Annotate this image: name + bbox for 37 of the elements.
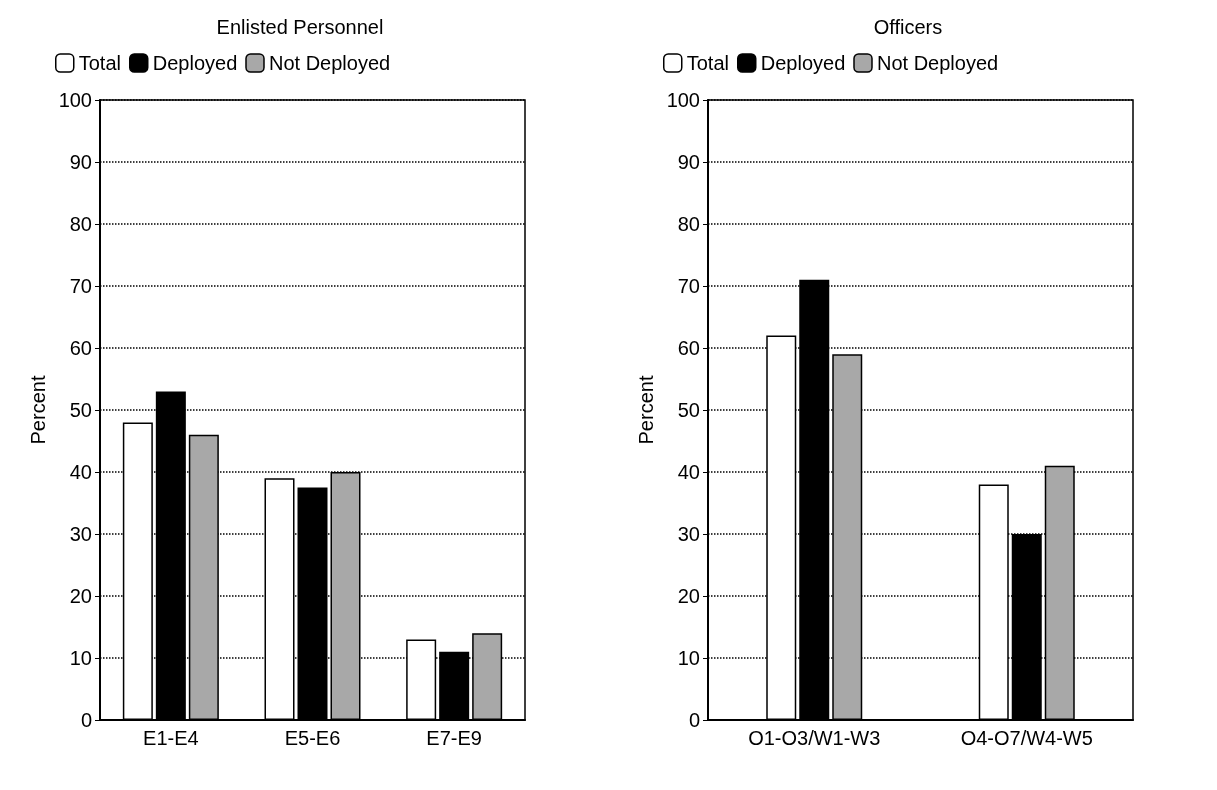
legend-label: Not Deployed [269, 52, 391, 74]
x-tick-label: E1-E4 [143, 727, 199, 749]
y-tick-label: 70 [677, 275, 700, 297]
legend-label: Total [78, 52, 121, 74]
y-tick-label: 40 [69, 461, 92, 483]
y-axis-title: Percent [634, 375, 657, 445]
y-tick-label: 40 [677, 461, 700, 483]
y-tick-label: 20 [69, 585, 92, 607]
y-tick-label: 30 [677, 523, 700, 545]
y-tick-label: 60 [677, 337, 700, 359]
y-tick-label: 20 [677, 585, 700, 607]
x-tick-label: E5-E6 [284, 727, 341, 749]
y-tick-label: 90 [677, 151, 700, 173]
y-tick-label: 30 [69, 523, 92, 545]
y-tick-label: 10 [69, 647, 92, 669]
y-tick-label: 100 [666, 89, 700, 111]
y-tick-label: 80 [69, 213, 92, 235]
x-tick-label: O1-O3/W1-W3 [748, 727, 881, 749]
y-tick-label: 80 [677, 213, 700, 235]
legend-label: Deployed [152, 52, 238, 74]
y-tick-label: 0 [80, 709, 92, 731]
legend-label: Total [686, 52, 729, 74]
legend-label: Not Deployed [877, 52, 999, 74]
y-tick-label: 90 [69, 151, 92, 173]
y-tick-label: 0 [688, 709, 700, 731]
y-axis-title: Percent [26, 375, 49, 445]
legend-label: Deployed [760, 52, 846, 74]
y-tick-label: 10 [677, 647, 700, 669]
y-tick-label: 100 [58, 89, 92, 111]
y-tick-label: 50 [677, 399, 700, 421]
y-tick-label: 60 [69, 337, 92, 359]
x-tick-label: E7-E9 [426, 727, 482, 749]
y-tick-label: 70 [69, 275, 92, 297]
chart-title: Enlisted Personnel [216, 16, 384, 38]
chart-title: Officers [873, 16, 943, 38]
y-tick-label: 50 [69, 399, 92, 421]
x-tick-label: O4-O7/W4-W5 [960, 727, 1093, 749]
